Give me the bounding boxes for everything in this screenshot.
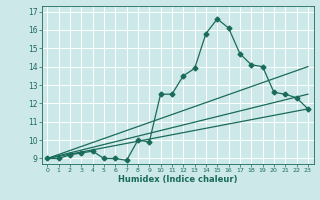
- X-axis label: Humidex (Indice chaleur): Humidex (Indice chaleur): [118, 175, 237, 184]
